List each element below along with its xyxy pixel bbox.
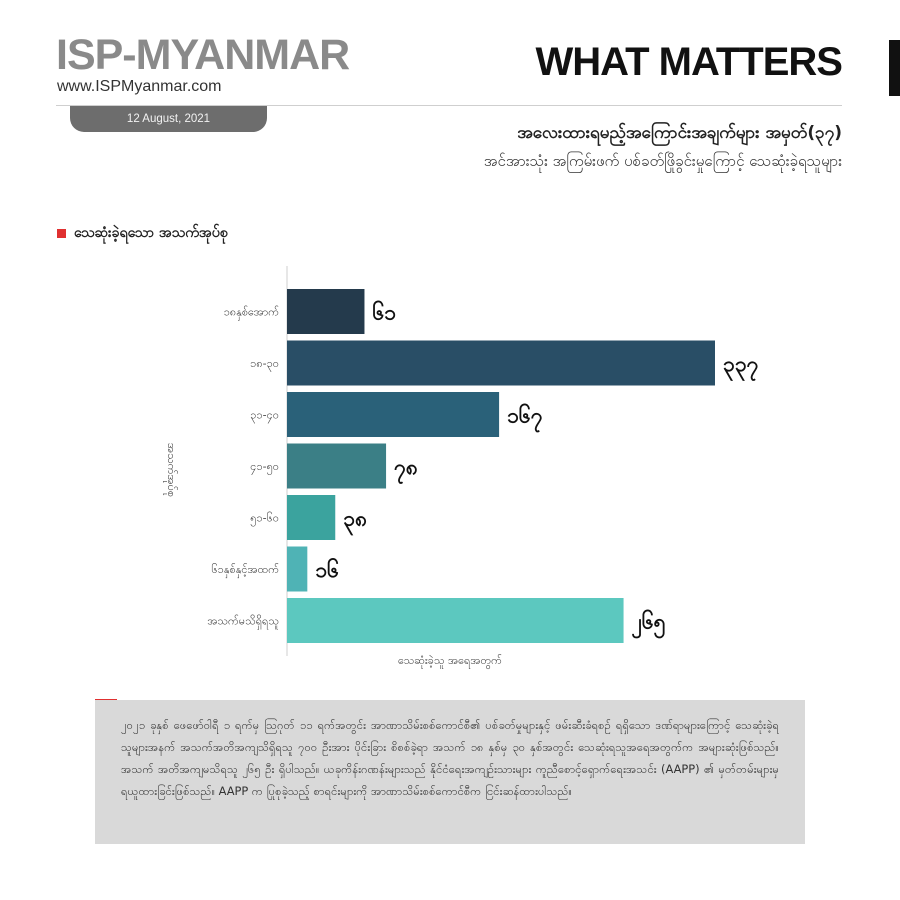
footnote-text: ၂၀၂၁ ခုနှစ် ဖေဖော်ဝါရီ ၁ ရက်မှ ဩဂုတ် ၁၁ … (95, 700, 805, 844)
bar-6 (287, 546, 308, 592)
date-badge: 12 August, 2021 (70, 106, 267, 132)
header-divider (56, 105, 842, 106)
bar-3 (287, 392, 500, 437)
brand-url: www.ISPMyanmar.com (57, 78, 222, 95)
legend-label: သေဆုံးခဲ့ရသော အသက်အုပ်စု (74, 225, 228, 241)
value-label-4: ၇၈ (394, 455, 418, 485)
section-title: WHAT MATTERS (535, 40, 843, 84)
bar-5 (287, 495, 336, 540)
value-label-2: ၃၃၇ (723, 352, 759, 382)
chart-subtitle: အင်အားသုံး အကြမ်းဖက် ပစ်ခတ်ဖြိုခွင်းမှုက… (483, 152, 842, 170)
bar-4 (287, 443, 387, 489)
category-label-7: အသက်မသိရှိရသူ (207, 615, 279, 630)
bar-2 (287, 340, 715, 386)
bar-1 (287, 289, 365, 334)
y-axis-label: အသက်အုပ်စု (163, 443, 178, 497)
category-label-3: ၃၁-၄၀ (250, 409, 279, 424)
value-label-7: ၂၆၅ (632, 608, 666, 640)
value-label-6: ၁၆ (315, 556, 339, 582)
category-label-6: ၆၁နှစ်နှင့်အထက် (211, 563, 279, 578)
value-label-5: ၃၈ (343, 507, 367, 537)
category-label-1: ၁၈နှစ်အောက် (224, 306, 280, 321)
category-label-5: ၅၁-၆၀ (250, 512, 279, 527)
x-axis-label: သေဆုံးခဲ့သူ အရေအတွက် (398, 654, 502, 669)
category-label-2: ၁၈-၃၀ (250, 357, 279, 372)
value-label-3: ၁၆၇ (507, 402, 543, 434)
category-label-4: ၄၁-၅၀ (250, 460, 279, 475)
bar-7 (287, 598, 624, 643)
legend-marker (57, 229, 66, 238)
side-tab-marker (889, 40, 900, 96)
brand-logo: ISP-MYANMAR (56, 31, 350, 79)
chart-title: အလေးထားရမည့်အကြောင်းအချက်များ အမှတ်(၃၇) (517, 123, 842, 143)
value-label-1: ၆၁ (372, 299, 396, 325)
